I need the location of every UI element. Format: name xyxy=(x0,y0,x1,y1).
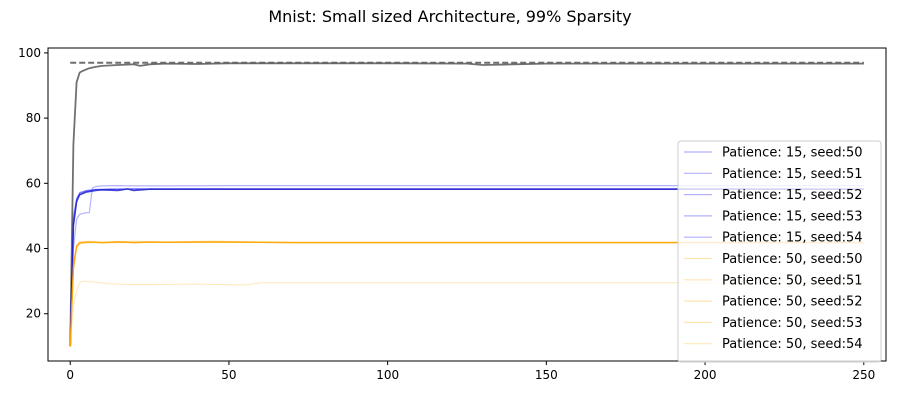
chart-title: Mnist: Small sized Architecture, 99% Spa… xyxy=(268,7,631,26)
legend-label: Patience: 15, seed:53 xyxy=(722,209,863,224)
legend-label: Patience: 15, seed:50 xyxy=(722,146,863,161)
legend-label: Patience: 15, seed:54 xyxy=(722,231,863,246)
series-line-1 xyxy=(69,62,864,347)
y-tick-label: 80 xyxy=(26,111,41,125)
legend-label: Patience: 50, seed:50 xyxy=(722,252,863,267)
legend-label: Patience: 15, seed:51 xyxy=(722,167,863,182)
series-line-12 xyxy=(69,280,864,347)
legend-label: Patience: 50, seed:54 xyxy=(722,337,863,352)
series-layer xyxy=(69,61,864,347)
axis-layer: 0 50 100 150 200 250 20 40 60 80 100 xyxy=(18,46,875,382)
x-tick-label: 100 xyxy=(376,368,399,382)
series-line-13 xyxy=(69,240,864,347)
legend-label: Patience: 50, seed:51 xyxy=(722,273,863,288)
series-line-2 xyxy=(69,185,864,347)
x-tick-label: 250 xyxy=(852,368,875,382)
legend-label: Patience: 15, seed:52 xyxy=(722,188,863,203)
x-tick-label: 0 xyxy=(66,368,74,382)
x-tick-label: 50 xyxy=(221,368,236,382)
series-line-7 xyxy=(69,188,864,347)
x-tick-label: 200 xyxy=(694,368,717,382)
legend-label: Patience: 50, seed:52 xyxy=(722,295,863,310)
x-tick-label: 150 xyxy=(535,368,558,382)
y-tick-label: 20 xyxy=(26,307,41,321)
y-tick-label: 60 xyxy=(26,176,41,190)
legend-box xyxy=(677,140,882,363)
plot-area-frame xyxy=(47,47,887,362)
legend-label: Patience: 50, seed:53 xyxy=(722,316,863,331)
y-tick-label: 40 xyxy=(26,242,41,256)
legend: Patience: 15, seed:50 Patience: 15, seed:… xyxy=(677,140,882,363)
y-tick-label: 100 xyxy=(18,46,41,60)
